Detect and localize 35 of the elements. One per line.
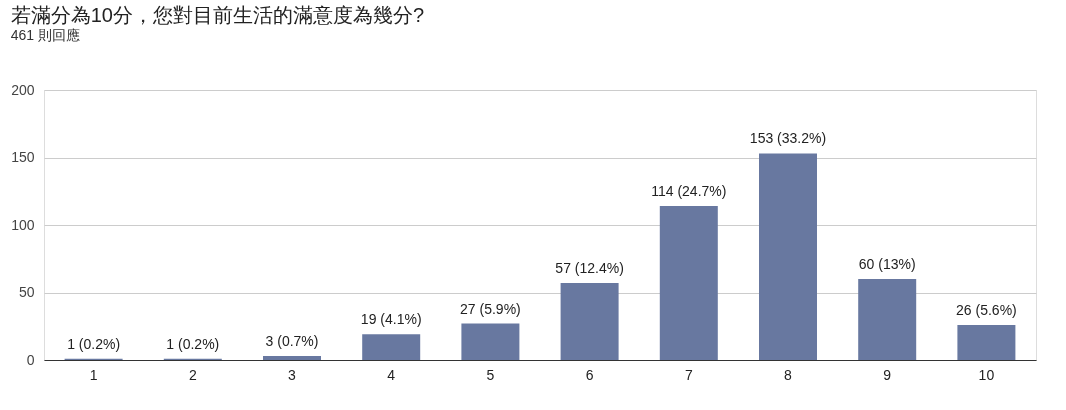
y-tick-label: 200 (11, 81, 35, 98)
y-tick-label: 0 (26, 351, 35, 368)
bar (263, 355, 321, 360)
data-label: 57 (12.4%) (555, 260, 624, 277)
y-tick-label: 150 (11, 149, 35, 165)
data-label: 27 (5.9%) (460, 300, 521, 317)
bar (659, 206, 718, 360)
y-tick-label: 100 (11, 216, 35, 233)
data-label: 114 (24.7%) (651, 183, 727, 200)
bar (759, 153, 817, 360)
data-label: 26 (5.6%) (956, 301, 1017, 318)
x-tick-label: 10 (978, 366, 995, 383)
bar (957, 324, 1016, 360)
bar (362, 334, 421, 360)
bar (858, 279, 917, 360)
x-tick-label: 5 (486, 366, 495, 383)
data-label: 60 (13%) (858, 256, 916, 272)
x-tick-label: 2 (188, 366, 197, 383)
x-tick-label: 7 (684, 366, 693, 383)
x-tick-label: 3 (288, 366, 297, 383)
bar (560, 283, 619, 360)
bar (461, 323, 520, 360)
data-label: 1 (0.2%) (166, 335, 220, 352)
x-tick-label: 6 (585, 366, 594, 383)
x-tick-label: 8 (784, 366, 793, 383)
data-label: 153 (33.2%) (749, 130, 827, 147)
x-tick-label: 4 (387, 366, 396, 383)
y-tick-label: 50 (18, 284, 35, 300)
data-label: 19 (4.1%) (360, 311, 422, 328)
x-tick-label: 9 (883, 366, 892, 383)
x-tick-label: 1 (89, 366, 98, 383)
chart-subtitle: 461 則回應 (10, 27, 80, 43)
data-label: 3 (0.7%) (265, 332, 319, 349)
data-label: 1 (0.2%) (67, 335, 121, 352)
chart-title: 若滿分為10分，您對目前生活的滿意度為幾分? (10, 4, 425, 26)
